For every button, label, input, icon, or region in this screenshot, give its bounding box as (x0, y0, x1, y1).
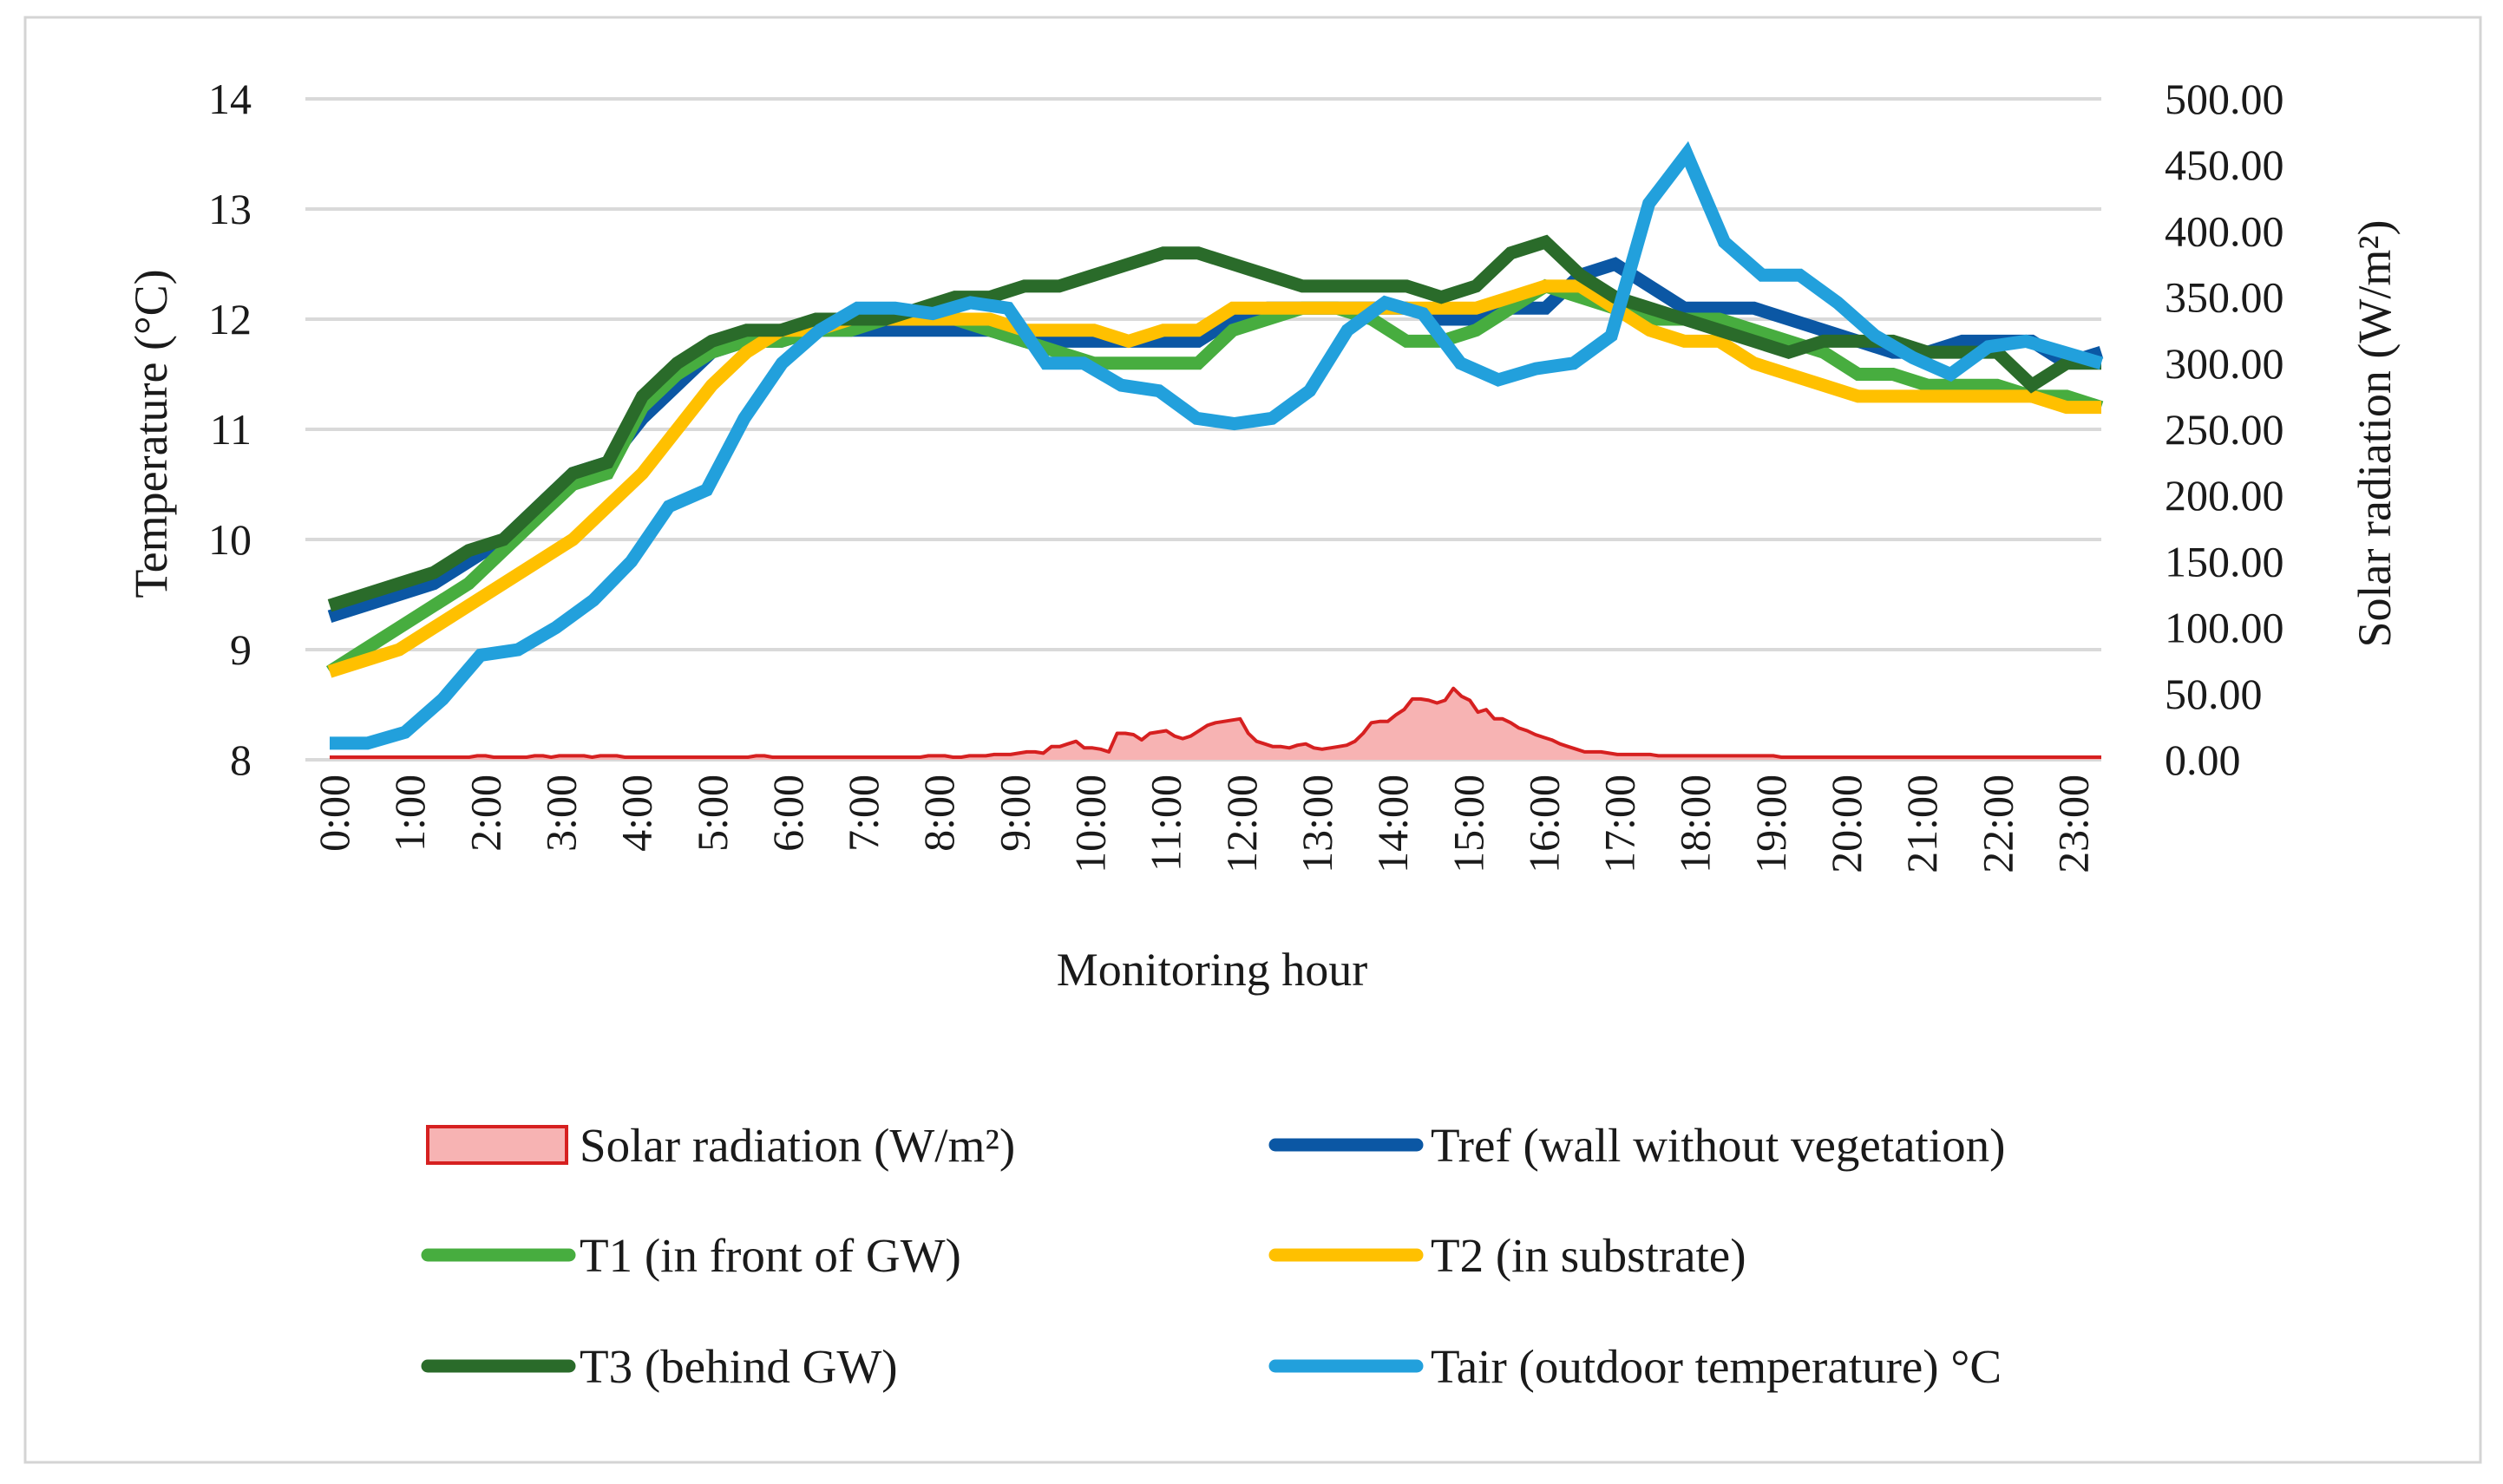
legend-item: Solar radiation (W/m²) (426, 1119, 1015, 1172)
x-tick-label: 1:00 (385, 775, 434, 852)
x-tick-label: 3:00 (536, 775, 585, 852)
legend-label: T1 (in front of GW) (580, 1229, 961, 1282)
series-3 (327, 279, 2101, 678)
x-tick-label: 4:00 (613, 775, 661, 852)
y-tick-label: 9 (230, 625, 252, 674)
x-tick-label: 17:00 (1595, 775, 1644, 873)
legend-label: Tair (outdoor temperature) °C (1431, 1340, 2002, 1393)
legend-item: Tair (outdoor temperature) °C (1268, 1340, 2002, 1393)
left-axis: 8 9 10 11 12 13 14 (208, 75, 252, 784)
series-layer (325, 141, 2104, 760)
y2-tick-label: 250.00 (2165, 405, 2284, 454)
series-line-3 (327, 279, 2101, 678)
y2-tick-label: 0.00 (2165, 735, 2241, 784)
x-tick-label: 7:00 (839, 775, 888, 852)
legend-label: T3 (behind GW) (580, 1340, 898, 1393)
x-tick-label: 11:00 (1142, 775, 1190, 872)
right-axis: 0.00 50.00 100.00 150.00 200.00 250.00 300.00 3… (2165, 75, 2284, 784)
series-line-4 (327, 234, 2101, 612)
x-tick-label: 2:00 (461, 775, 509, 852)
solar-area-line (330, 686, 2101, 759)
x-tick-label: 20:00 (1822, 775, 1871, 873)
x-tick-label: 5:00 (688, 775, 737, 852)
y2-tick-label: 50.00 (2165, 670, 2263, 718)
y-tick-label: 8 (230, 735, 252, 784)
x-tick-label: 19:00 (1746, 775, 1795, 873)
x-tick-label: 21:00 (1897, 775, 1946, 873)
y-tick-label: 11 (210, 405, 252, 454)
x-tick-label: 16:00 (1519, 775, 1568, 873)
x-tick-label: 8:00 (914, 775, 963, 852)
x-tick-label: 9:00 (990, 775, 1039, 852)
legend: Solar radiation (W/m²) Tref (wall without… (421, 1119, 2005, 1393)
x-tick-label: 14:00 (1368, 775, 1417, 873)
legend-item: T3 (behind GW) (421, 1340, 898, 1393)
y2-tick-label: 100.00 (2165, 604, 2284, 652)
y2-tick-label: 500.00 (2165, 75, 2284, 123)
x-tick-label: 6:00 (763, 775, 812, 852)
x-tick-label: 0:00 (310, 775, 358, 852)
y2-tick-label: 350.00 (2165, 273, 2284, 322)
series-line-5 (330, 141, 2104, 750)
series-5 (330, 141, 2104, 750)
legend-swatch (426, 1125, 568, 1165)
legend-item: T1 (in front of GW) (421, 1229, 961, 1282)
y2-tick-label: 300.00 (2165, 339, 2284, 388)
x-tick-label: 13:00 (1293, 775, 1341, 873)
x-tick-label: 18:00 (1671, 775, 1720, 873)
y2-tick-label: 150.00 (2165, 537, 2284, 585)
y-tick-label: 12 (208, 295, 252, 343)
x-axis-title: Monitoring hour (1057, 944, 1368, 996)
y-tick-label: 14 (208, 75, 252, 123)
y2-tick-label: 200.00 (2165, 471, 2284, 520)
x-tick-label: 15:00 (1444, 775, 1492, 873)
legend-label: T2 (in substrate) (1431, 1229, 1746, 1282)
x-tick-label: 22:00 (1973, 775, 2021, 873)
y-tick-label: 13 (208, 185, 252, 233)
x-tick-label: 10:00 (1066, 775, 1115, 873)
legend-item: T2 (in substrate) (1268, 1229, 1746, 1282)
x-tick-label: 23:00 (2048, 775, 2097, 873)
series-0 (330, 686, 2101, 760)
series-4 (327, 234, 2101, 612)
x-axis: 0:00 1:00 2:00 3:00 4:00 5:00 6:00 7:00 8:00 9:00… (310, 775, 2097, 873)
legend-label: Tref (wall without vegetation) (1431, 1119, 2005, 1172)
y-axis-title: Temperature (°C) (125, 269, 177, 598)
y2-tick-label: 400.00 (2165, 206, 2284, 255)
y2-tick-label: 450.00 (2165, 141, 2284, 189)
legend-item: Tref (wall without vegetation) (1268, 1119, 2005, 1172)
x-tick-label: 12:00 (1217, 775, 1266, 873)
legend-label: Solar radiation (W/m²) (580, 1119, 1015, 1172)
y-tick-label: 10 (208, 515, 252, 564)
y2-axis-title: Solar radiation (W/m²) (2349, 219, 2401, 647)
